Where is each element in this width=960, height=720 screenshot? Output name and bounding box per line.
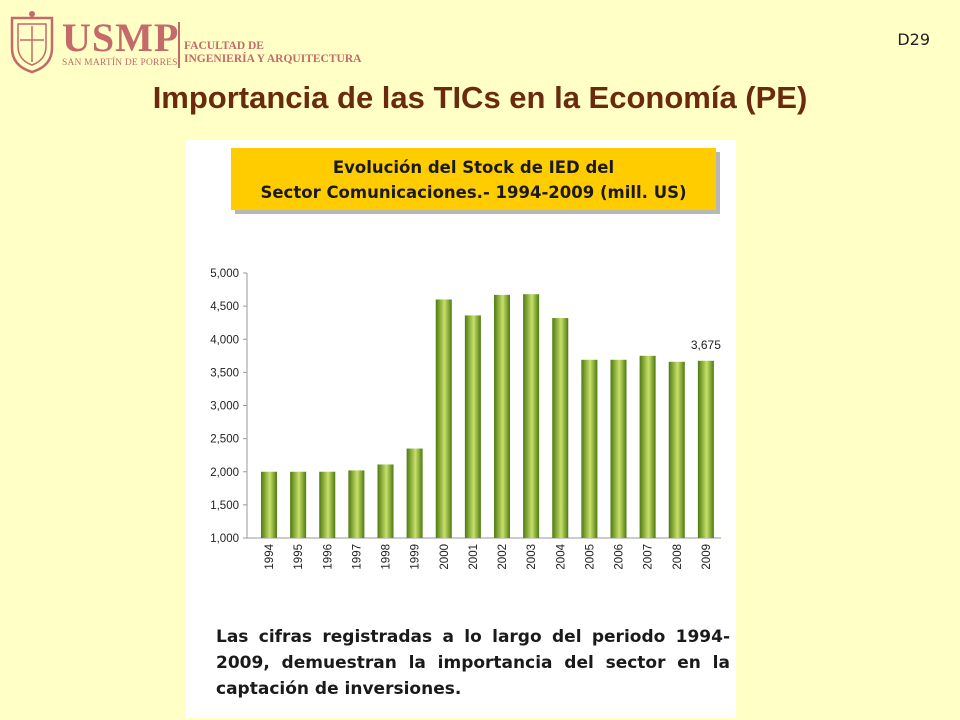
bar-2009 [697, 360, 714, 538]
y-tick-label: 1,500 [210, 500, 239, 512]
y-tick-label: 2,500 [210, 434, 239, 446]
bar-chart: 1,000 1,500 2,000 2,500 3,000 3,500 4,000 4,500… [210, 268, 721, 570]
bar-2002 [494, 294, 510, 538]
crest-icon [10, 11, 54, 74]
x-tick-label: 1998 [381, 544, 393, 570]
faculty-line-2: INGENIERÍA Y ARQUITECTURA [184, 53, 362, 65]
faculty-line-1: FACULTAD DE [184, 40, 264, 52]
chart-panel: Evolución del Stock de IED del Sector Co… [186, 140, 736, 718]
x-tick-label: 2003 [526, 544, 538, 570]
y-tick-label: 3,500 [210, 367, 239, 379]
x-tick-label: 2007 [643, 544, 655, 570]
slide-title: Importancia de las TICs en la Economía (… [152, 80, 808, 115]
x-tick-label: 2006 [614, 544, 626, 570]
bar-1995 [290, 471, 307, 538]
bar-2007 [639, 355, 656, 538]
chart-title-line-1: Evolución del Stock de IED del [332, 158, 615, 177]
bar-2006 [610, 359, 627, 538]
y-tick-label: 1,000 [210, 533, 239, 545]
x-tick-label: 2009 [701, 544, 713, 570]
bar-1997 [348, 470, 365, 538]
logo-subtitle: SAN MARTÍN DE PORRES [62, 58, 178, 68]
bar-2005 [581, 359, 598, 538]
chart-title-line-2: Sector Comunicaciones.- 1994-2009 (mill.… [260, 183, 687, 202]
y-tick-label: 2,000 [210, 467, 239, 479]
logo-divider [178, 22, 180, 68]
x-tick-label: 1999 [410, 544, 422, 570]
bar-2000 [435, 299, 452, 538]
y-tick-label: 3,000 [210, 401, 239, 413]
bar-2008 [668, 361, 685, 538]
x-tick-label: 2002 [497, 544, 509, 570]
data-label: 3,675 [691, 338, 721, 352]
y-tick-label: 4,500 [210, 301, 239, 313]
x-tick-label: 1995 [293, 544, 305, 570]
x-tick-label: 2005 [584, 544, 596, 570]
bar-1998 [377, 464, 394, 538]
x-tick-label: 2008 [672, 544, 684, 570]
x-tick-label: 2004 [555, 543, 567, 569]
usmp-logo: USMP SAN MARTÍN DE PORRES FACULTAD DE IN… [8, 10, 368, 80]
x-tick-label: 2001 [468, 544, 480, 570]
bar-2004 [552, 318, 569, 538]
caption-text: Las cifras registradas a lo largo del pe… [216, 627, 730, 699]
chart-title-banner: Evolución del Stock de IED del Sector Co… [231, 148, 716, 210]
faculty-name: FACULTAD DE INGENIERÍA Y ARQUITECTURA [184, 40, 361, 66]
logo-text: USMP [62, 15, 180, 60]
bar-2001 [464, 315, 481, 538]
x-tick-label: 1994 [264, 543, 276, 569]
x-tick-label: 2000 [439, 544, 451, 570]
bar-1996 [319, 471, 336, 538]
y-tick-label: 5,000 [210, 268, 239, 280]
x-tick-label: 1997 [351, 544, 363, 570]
y-tick-label: 4,000 [210, 334, 239, 346]
x-tick-label: 1996 [322, 544, 334, 570]
bar-1994 [261, 471, 277, 538]
bar-2003 [523, 294, 540, 538]
bar-1999 [406, 448, 423, 538]
slide-number: D29 [897, 30, 930, 49]
